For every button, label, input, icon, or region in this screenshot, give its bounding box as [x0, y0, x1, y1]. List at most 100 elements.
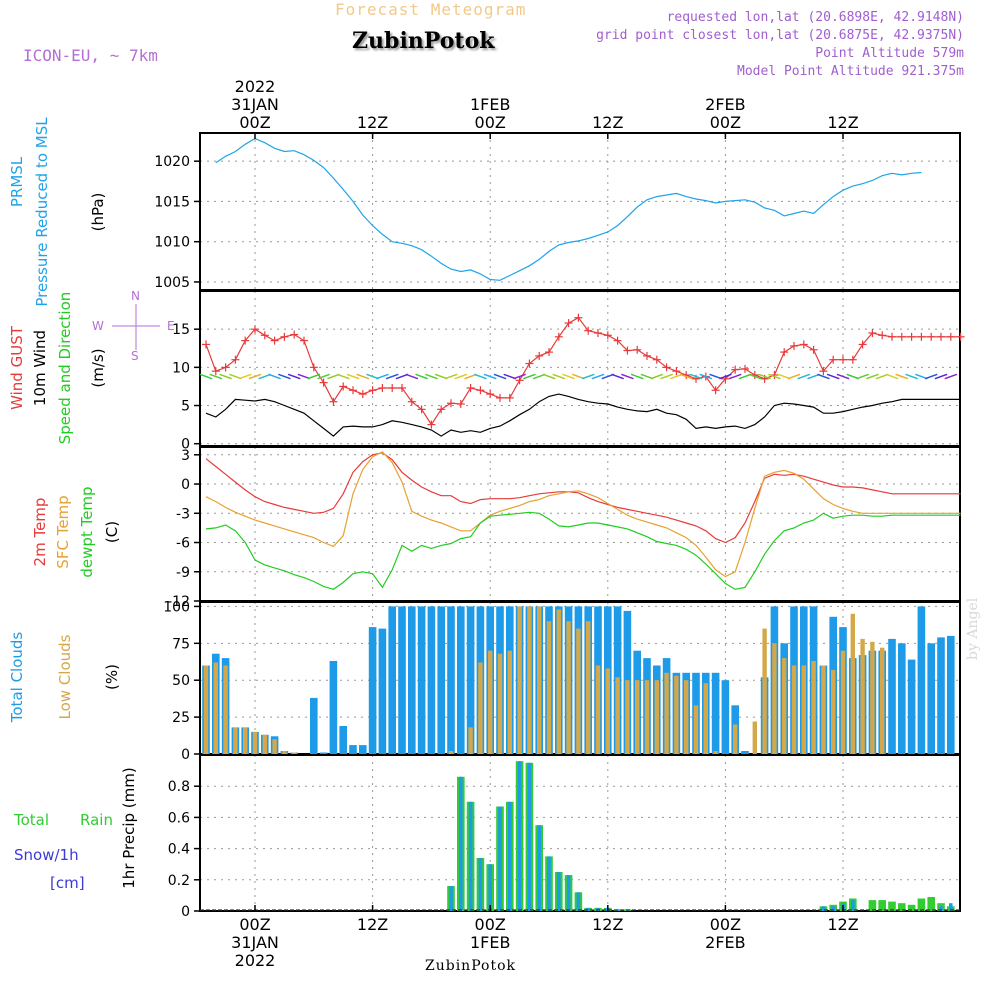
low-clouds-label: Low Clouds	[56, 634, 74, 719]
low-cloud-bar	[840, 650, 846, 754]
bottom-date-label: 1FEB	[470, 933, 510, 952]
y-tick-label: -12	[167, 594, 190, 610]
y-tick-label: 1005	[154, 275, 190, 291]
precip-rain-label: Rain	[80, 811, 113, 829]
low-cloud-bar	[644, 680, 650, 754]
wind-arrow	[797, 373, 811, 380]
panel-frame	[199, 754, 961, 912]
top-date-label: 1FEB	[470, 95, 510, 114]
pressure-label: PRMSL	[8, 156, 26, 207]
low-cloud-bar	[556, 609, 561, 754]
low-cloud-bar	[537, 606, 542, 754]
y-tick-label: -3	[176, 506, 190, 522]
wind-arrow	[552, 373, 566, 380]
meteogram-title: Forecast Meteogram	[335, 0, 527, 19]
total-precip-bar	[449, 886, 453, 911]
wind-arrow	[689, 373, 703, 380]
wind-arrow	[248, 373, 262, 380]
low-cloud-bar	[262, 734, 267, 754]
rain-bar	[878, 900, 886, 911]
total-cloud-bar	[349, 745, 357, 754]
compass-e-label: E	[167, 319, 175, 333]
panel-1: 1005 1010 1015 1020	[154, 132, 961, 291]
pressure-unit-label: (hPa)	[89, 193, 107, 232]
wind-arrow	[199, 373, 213, 380]
pressure-line	[215, 137, 922, 281]
low-cloud-bar	[791, 665, 797, 754]
station-title: ZubinPotok	[352, 28, 495, 54]
low-cloud-bar	[282, 751, 287, 754]
wind-arrow	[621, 373, 634, 380]
bottom-tick-label: 00Z	[710, 915, 741, 934]
y-tick-label: 0.8	[168, 779, 190, 795]
low-cloud-bar	[625, 680, 630, 754]
compass-s-label: S	[131, 349, 139, 363]
wind-arrow	[660, 373, 673, 380]
sfc-label: SFC Temp	[54, 495, 72, 568]
total-precip-bar	[939, 906, 943, 911]
low-cloud-bar	[223, 665, 228, 754]
wind-arrow	[513, 373, 526, 380]
y-tick-label: 0	[181, 904, 190, 920]
bottom-date-label: 31JAN	[231, 933, 279, 952]
y-tick-label: 25	[172, 710, 190, 726]
low-cloud-bar	[203, 665, 209, 754]
y-tick-label: 100	[163, 599, 190, 615]
low-cloud-bar	[272, 739, 277, 754]
total-cloud-bar	[319, 752, 328, 754]
total-cloud-bar	[927, 643, 935, 754]
wind-label: 10m Wind	[31, 330, 49, 406]
bottom-tick-label: 00Z	[475, 915, 506, 934]
dewpt-label: dewpt Temp	[78, 486, 96, 577]
top-tick-label: 00Z	[239, 113, 270, 132]
wind-arrow	[415, 373, 428, 380]
low-cloud-bar	[850, 613, 855, 754]
wind-arrow	[483, 373, 497, 380]
total-precip-bar	[566, 875, 571, 911]
model-label: ICON-EU, ~ 7km	[23, 46, 158, 65]
closest-coords: grid point closest lon,lat (20.6875E, 42…	[596, 28, 964, 43]
total-cloud-bar	[457, 606, 465, 754]
wind-arrow	[630, 373, 644, 380]
total-cloud-bar	[417, 606, 426, 754]
total-precip-bar	[517, 761, 522, 911]
total-precip-bar	[547, 856, 551, 911]
pressure-desc-label: Pressure Reduced to MSL	[33, 117, 51, 307]
y-tick-label: 1010	[154, 235, 190, 251]
wind-arrow	[542, 373, 556, 380]
precip-cm-label: [cm]	[50, 874, 85, 892]
rain-bar	[907, 904, 916, 911]
sfc-temp-line	[205, 451, 961, 578]
precip-snow-label: Snow/1h	[14, 846, 79, 864]
low-cloud-bar	[233, 727, 238, 754]
y-tick-label: 5	[181, 399, 190, 415]
low-cloud-bar	[713, 751, 718, 754]
t2m-label: 2m Temp	[31, 498, 49, 567]
y-tick-label: 15	[172, 322, 190, 338]
low-cloud-bar	[801, 665, 806, 754]
low-cloud-bar	[507, 650, 512, 754]
low-cloud-bar	[292, 752, 297, 754]
wind-arrow	[699, 373, 713, 380]
wind-arrow	[219, 373, 232, 380]
low-cloud-bar	[605, 668, 610, 754]
y-tick-label: 0	[181, 437, 190, 453]
compass-w-label: W	[92, 319, 104, 333]
wind-arrow	[493, 373, 507, 380]
wind-arrow	[826, 373, 840, 380]
y-tick-label: 50	[172, 673, 190, 689]
low-cloud-bar	[821, 665, 826, 754]
wind-arrow	[336, 373, 350, 380]
wind-unit-label: (m/s)	[89, 348, 107, 387]
wind-arrow	[562, 373, 575, 380]
total-cloud-bar	[917, 606, 926, 754]
wind-arrow	[787, 373, 801, 380]
y-tick-label: 75	[172, 636, 190, 652]
y-tick-label: 0.2	[168, 873, 190, 889]
wind-arrow	[758, 373, 771, 380]
wind-arrow	[591, 373, 605, 380]
bottom-tick-label: 12Z	[827, 915, 858, 934]
wind-arrow	[856, 373, 869, 380]
total-precip-bar	[557, 872, 561, 911]
